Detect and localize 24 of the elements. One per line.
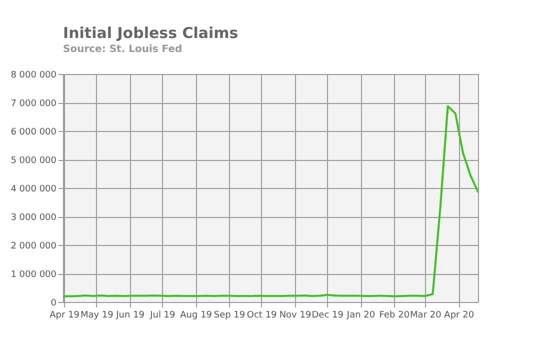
y-tick-label: 0	[50, 298, 57, 308]
y-tick-label: 6 000 000	[10, 128, 57, 138]
y-tick-label: 5 000 000	[10, 156, 57, 166]
x-tick-label: Mar 20	[410, 310, 442, 320]
chart-title: Initial Jobless Claims	[63, 24, 238, 42]
x-tick-label: Oct 19	[246, 310, 278, 320]
x-tick-label: Sep 19	[214, 310, 246, 320]
y-tick-label: 7 000 000	[10, 99, 57, 109]
y-tick-label: 4 000 000	[10, 184, 57, 194]
source-note: Source: St. Louis Fed	[63, 44, 182, 55]
x-tick-label: Jun 19	[115, 310, 145, 320]
x-tick-label: Nov 19	[279, 310, 312, 320]
y-tick-label: 8 000 000	[10, 70, 57, 80]
x-tick-label: Dec 19	[312, 310, 344, 320]
x-tick-label: Jan 20	[346, 310, 376, 320]
y-tick-label: 3 000 000	[10, 213, 57, 223]
x-tick-label: Feb 20	[379, 310, 410, 320]
x-tick-label: Aug 19	[180, 310, 212, 320]
x-tick-label: Apr 19	[50, 310, 80, 320]
y-tick-label: 1 000 000	[10, 270, 57, 280]
x-tick-label: Jul 19	[149, 310, 176, 320]
x-tick-label: May 19	[80, 310, 114, 320]
x-tick-label: Apr 20	[444, 310, 474, 320]
y-tick-label: 2 000 000	[10, 242, 57, 252]
